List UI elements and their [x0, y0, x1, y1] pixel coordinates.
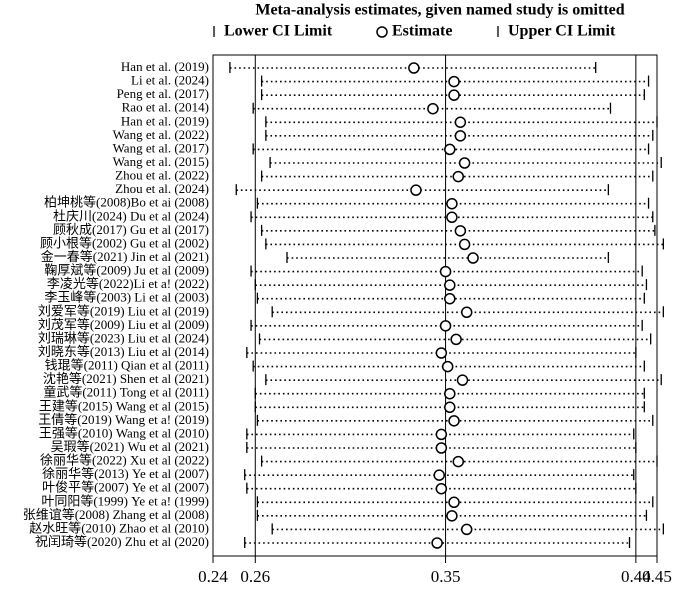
y-tick-label: 王建等(2015) Wang et al (2015): [39, 398, 209, 413]
x-tick-label: 0.44: [621, 567, 651, 586]
estimate: [458, 157, 471, 169]
estimate: [460, 523, 473, 536]
y-tick-label: Rao et al. (2014): [122, 100, 209, 115]
y-tick-label: 沈艳等(2021) Shen et al (2021): [43, 371, 209, 386]
y-tick-label: 金一春等(2021) Jin et al (2021): [41, 249, 209, 264]
x-tick-label: 0.35: [431, 567, 461, 586]
y-tick-label: 王倩等(2019) Wang et a! (2019): [38, 412, 209, 427]
estimate: [467, 252, 479, 264]
y-tick-label: 刘茂军等(2009) Liu et al (2009): [38, 317, 209, 332]
estimate: [435, 482, 448, 495]
estimate: [446, 197, 458, 210]
legend-label: Lower CI Limit: [224, 23, 333, 40]
y-tick-label: 童武等(2011) Tong et al (2011): [43, 385, 209, 400]
estimate: [441, 360, 454, 373]
estimate: [454, 225, 467, 237]
y-tick-label: 李玉峰等(2003) Li et al (2003): [44, 290, 209, 305]
estimate: [452, 455, 465, 468]
estimate: [446, 211, 458, 224]
estimate: [435, 428, 448, 441]
estimate: [444, 401, 456, 414]
estimate: [444, 292, 456, 305]
y-tick-label: Peng et al. (2017): [117, 86, 209, 101]
estimate: [456, 374, 469, 386]
x-tick-label: 0.24: [198, 567, 228, 586]
estimate: [410, 184, 422, 196]
y-tick-label: 鞠厚斌等(2009) Ju et al (2009): [44, 263, 209, 278]
y-tick-label: 李凌光等(2022)Li et a! (2022): [47, 276, 209, 291]
y-tick-label: Wang et al. (2022): [113, 127, 209, 142]
y-tick-label: Han et al. (2019): [121, 113, 209, 128]
y-tick-label: 顾秋成(2017) Gu et al (2017): [53, 222, 209, 237]
y-tick-label: 赵水旺等(2010) Zhao et al (2010): [29, 520, 209, 535]
estimate: [435, 347, 448, 359]
y-tick-label: 叶俊平等(2007) Ye et al (2007): [42, 480, 209, 495]
estimate: [439, 320, 452, 332]
y-tick-label: 祝闰琦等(2020) Zhu et al (2020): [35, 534, 209, 549]
estimate: [448, 496, 460, 509]
y-tick-label: 杜庆川(2024) Du et al (2024): [53, 208, 209, 223]
y-tick-label: 张维谊等(2008) Zhang et al (2008): [23, 507, 209, 522]
estimate: [408, 62, 420, 74]
estimate: [458, 238, 471, 251]
y-tick-label: Wang et al. (2017): [113, 140, 209, 155]
estimate: [448, 75, 460, 88]
y-tick-label: 刘爱军等(2019) Liu et al (2019): [38, 303, 209, 318]
estimate: [454, 130, 467, 142]
y-tick-label: 刘瑞琳等(2023) Liu et al (2024): [38, 330, 209, 345]
estimate: [452, 170, 465, 183]
y-tick-label: 刘晓东等(2013) Liu et al (2014): [38, 344, 209, 359]
y-tick-label: 徐丽华等(2013) Ye et al (2007): [42, 466, 209, 481]
estimate: [444, 387, 456, 400]
x-tick-label: 0.45: [642, 567, 672, 586]
y-tick-label: 徐丽华等(2022) Xu et al (2022): [40, 453, 209, 468]
estimate: [433, 469, 445, 481]
y-tick-label: 顾小根等(2002) Gu et al (2002): [40, 235, 209, 250]
estimate: [448, 415, 460, 427]
estimate: [439, 265, 452, 278]
legend-symbol: [376, 26, 388, 38]
x-tick-label: 0.26: [240, 567, 270, 586]
plot-frame: [212, 54, 658, 557]
chart-title: Meta-analysis estimates, given named stu…: [255, 2, 624, 19]
y-tick-label: 吴瑕等(2021) Wu et al (2021): [51, 439, 209, 454]
estimate: [460, 306, 473, 319]
y-tick-label: Zhou et al. (2022): [115, 168, 209, 183]
y-tick-label: Han et al. (2019): [121, 59, 209, 74]
legend-label: Estimate: [392, 23, 452, 40]
legend-label: Upper CI Limit: [508, 23, 616, 40]
estimate: [435, 442, 448, 454]
y-tick-label: 叶同阳等(1999) Ye et a! (1999): [41, 493, 209, 508]
estimate: [448, 89, 460, 101]
estimate: [454, 116, 467, 129]
estimate: [427, 102, 439, 115]
estimate: [444, 279, 456, 291]
estimate: [450, 333, 462, 346]
y-tick-label: Wang et al. (2015): [113, 154, 209, 169]
y-tick-label: Zhou et al. (2024): [115, 181, 209, 196]
estimate: [431, 537, 443, 549]
estimate: [444, 143, 456, 156]
y-tick-label: 钱琨等(2011) Qian et al (2011): [45, 358, 209, 373]
estimate: [446, 510, 458, 522]
y-tick-label: 柏坤桃等(2008)Bo et ai (2008): [44, 195, 209, 210]
y-tick-label: Li et al. (2024): [131, 73, 209, 88]
y-tick-label: 王强等(2010) Wang et al (2010): [39, 425, 209, 440]
